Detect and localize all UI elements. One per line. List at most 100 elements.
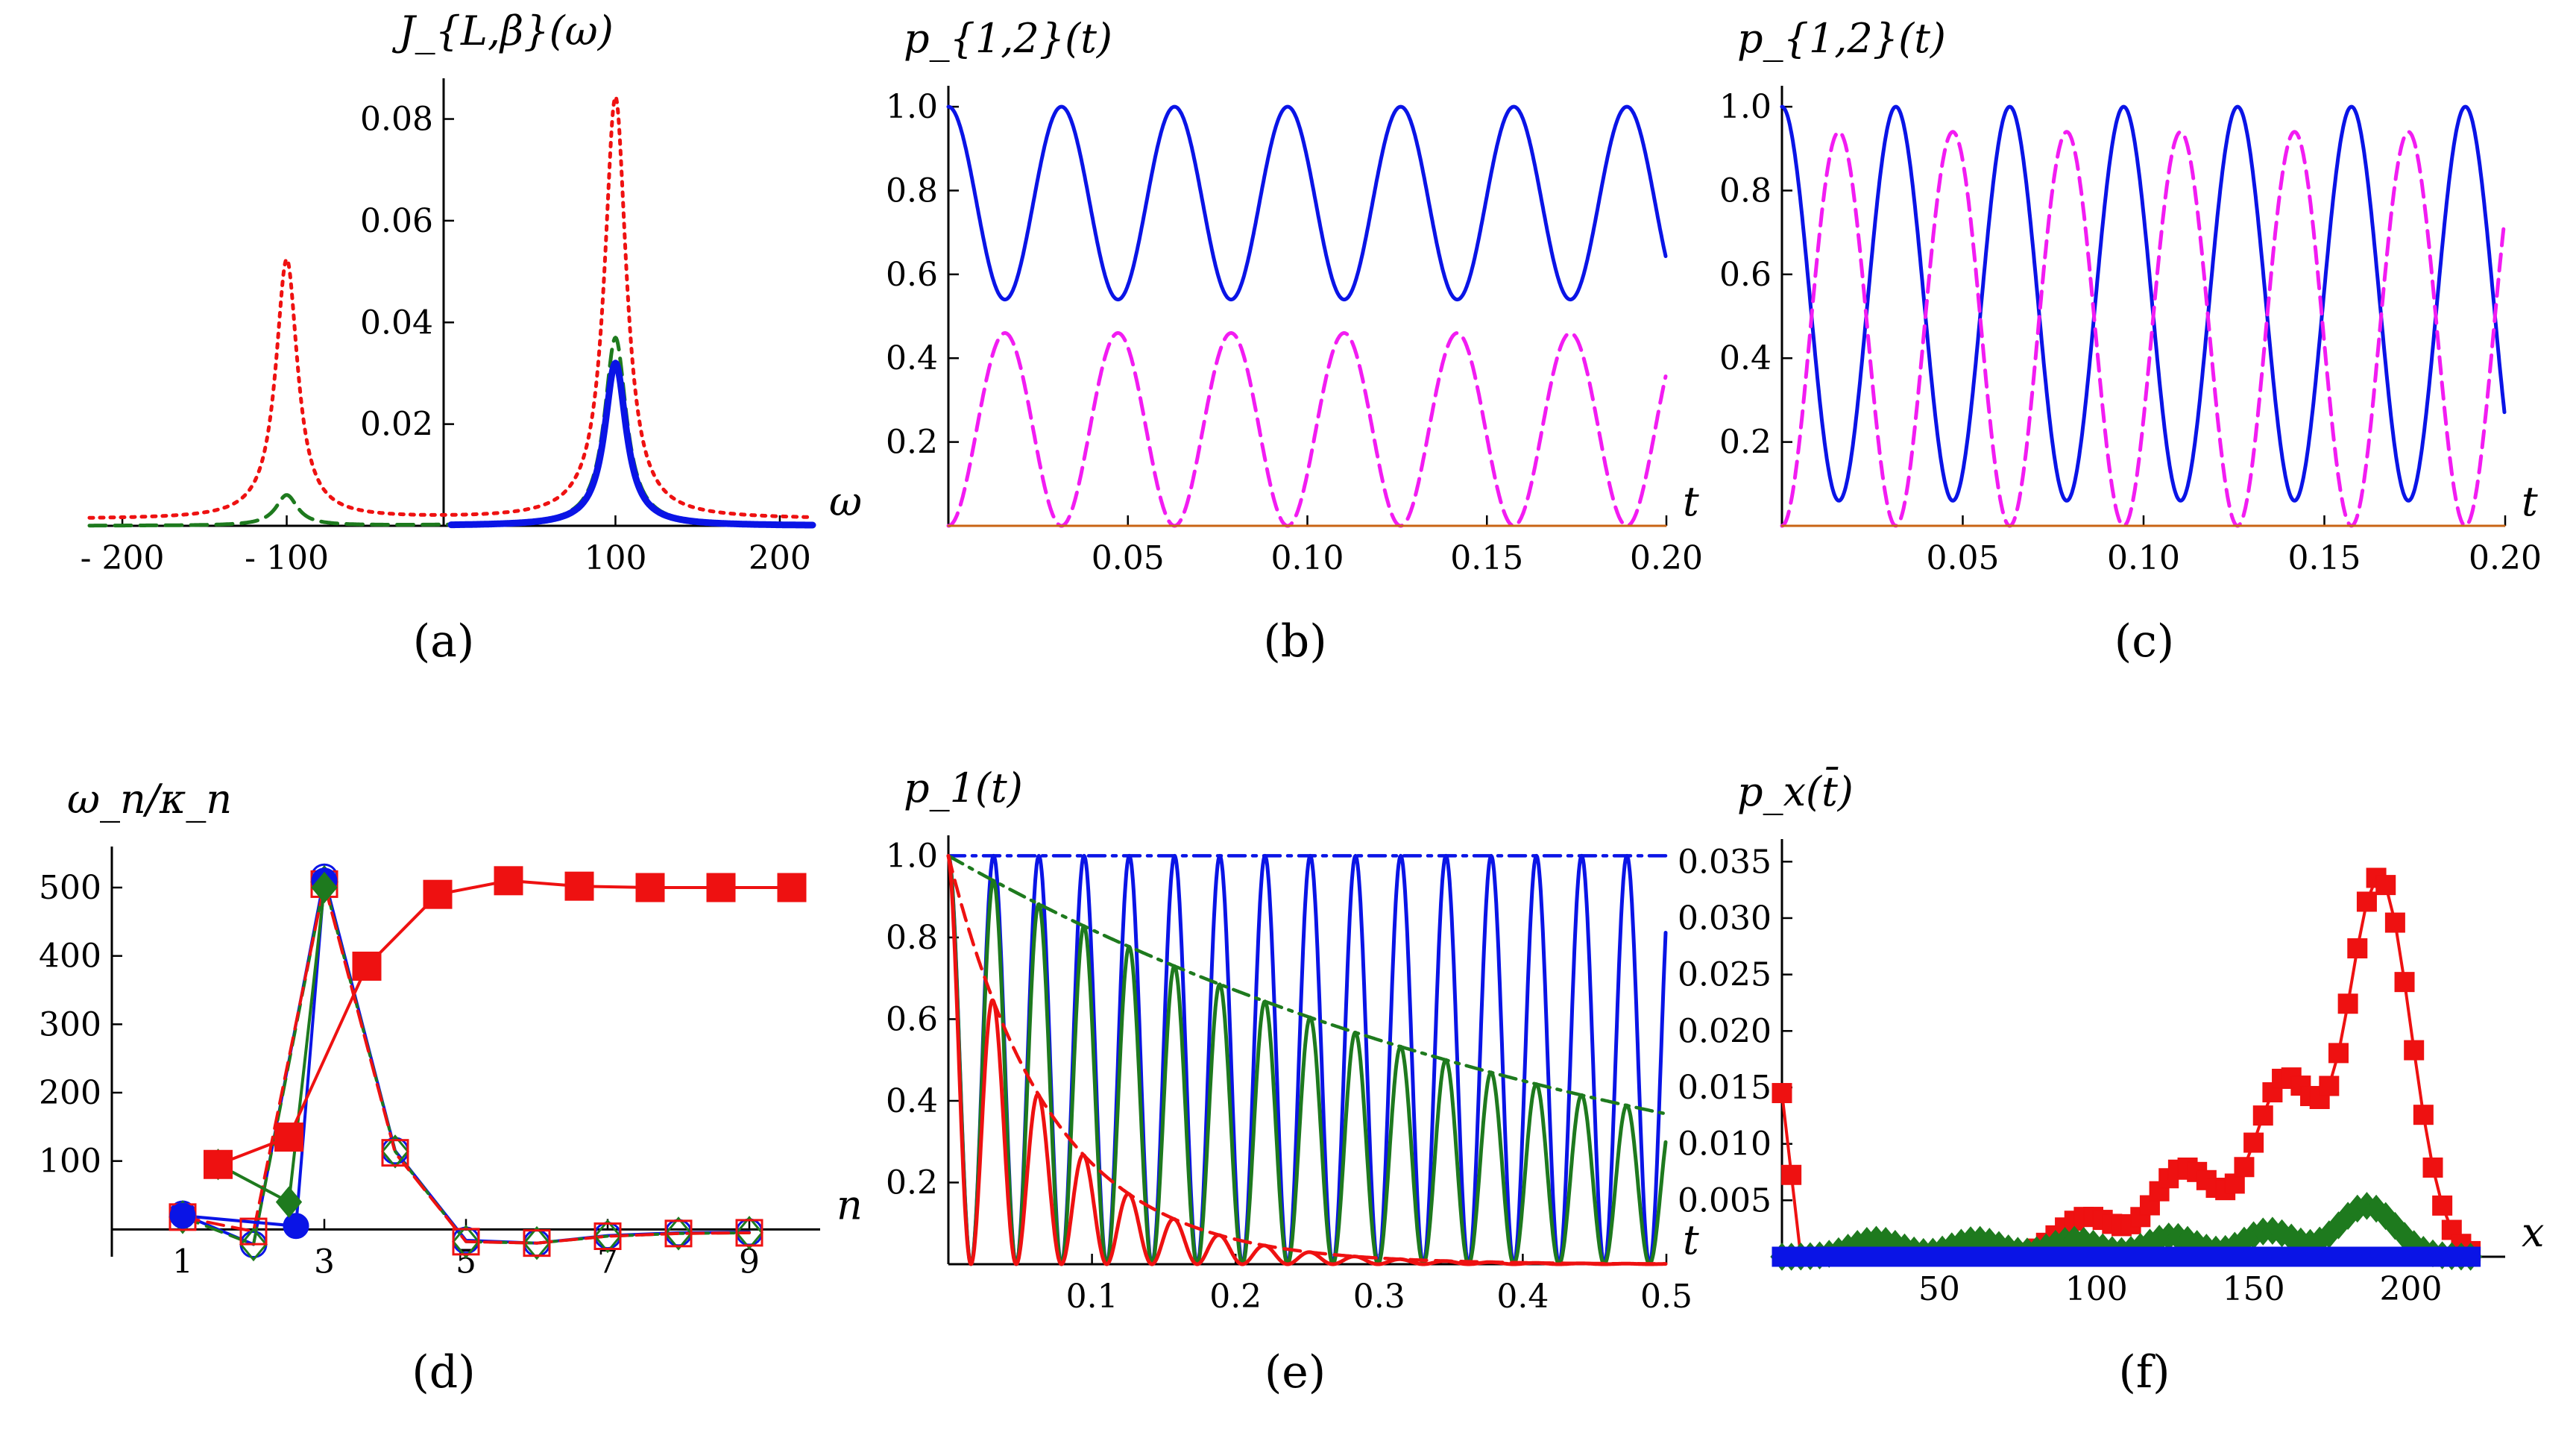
x-tick-label: 0.15 <box>2288 539 2361 577</box>
series-f-point <box>2243 1132 2264 1153</box>
y-tick-label: 0.2 <box>1719 424 1772 462</box>
series-f-point <box>2356 891 2377 912</box>
x-tick-label: 0.20 <box>1630 539 1703 577</box>
series-b-0 <box>946 104 1668 302</box>
series-d-point <box>169 1202 196 1229</box>
panel-e: 0.1 0.2 0.3 0.4 0.5 0.2 0.4 0.6 0.8 1.0 p_1(t)t (e… <box>886 764 1699 1398</box>
panel-b-tag: (b) <box>1263 615 1326 668</box>
y-tick-label: 0.015 <box>1678 1069 1772 1107</box>
series-e-2 <box>946 853 1668 1266</box>
x-tick-label: 150 <box>2223 1270 2285 1308</box>
x-tick-label: 1 <box>172 1243 193 1281</box>
series-d-point <box>275 1186 303 1218</box>
y-tick-label: 0.2 <box>886 424 938 462</box>
x-tick-label: 0.05 <box>1927 539 2000 577</box>
series-b-1 <box>946 331 1668 528</box>
y-axis-label: ω_n/κ_n <box>67 776 232 823</box>
x-axis-label: n <box>837 1181 863 1228</box>
y-tick-label: 0.6 <box>886 256 938 294</box>
series-d-point <box>664 1219 693 1248</box>
y-tick-label: 0.005 <box>1678 1181 1772 1219</box>
x-tick-label: 0.15 <box>1450 539 1523 577</box>
series-d-point <box>523 1229 551 1257</box>
panel-f-tag: (f) <box>2118 1346 2170 1398</box>
x-axis-label: t <box>1683 1216 1699 1263</box>
y-tick-label: 0.020 <box>1678 1012 1772 1050</box>
series-f-point <box>1781 1164 1802 1185</box>
series-c-1 <box>1780 130 2507 528</box>
y-tick-label: 500 <box>39 869 101 907</box>
series-d-point <box>564 871 594 901</box>
x-tick-label: 0.10 <box>2107 539 2180 577</box>
series-d-point <box>777 873 807 902</box>
series-f-point <box>2337 993 2358 1014</box>
series-e-5 <box>946 854 1668 1266</box>
y-tick-label: 300 <box>39 1005 101 1043</box>
panel-d-tag: (d) <box>412 1346 475 1398</box>
x-tick-label: 0.1 <box>1066 1278 1118 1316</box>
series-f-point <box>2252 1105 2273 1126</box>
x-tick-label: 100 <box>584 539 646 577</box>
y-tick-label: 0.08 <box>360 101 433 139</box>
series-a-0 <box>87 95 815 520</box>
series-d-point <box>664 1216 693 1251</box>
y-tick-label: 0.06 <box>360 202 433 240</box>
series-a-2 <box>447 359 816 529</box>
y-tick-label: 0.025 <box>1678 956 1772 994</box>
series-d-point <box>283 1213 309 1240</box>
y-tick-label: 0.4 <box>1719 339 1772 377</box>
y-tick-label: 400 <box>39 938 101 976</box>
series-f-point <box>2460 1246 2481 1267</box>
series-d-point <box>381 1139 409 1167</box>
panel-c-tag: (c) <box>2114 615 2174 668</box>
y-tick-label: 0.8 <box>886 919 938 957</box>
series-f-point <box>2432 1195 2453 1216</box>
x-tick-label: 100 <box>2065 1270 2128 1308</box>
x-tick-label: - 100 <box>245 539 329 577</box>
x-tick-label: 50 <box>1918 1270 1960 1308</box>
panel-a: - 200 - 100 100 200 0.02 0.04 0.06 0.08 J_{L,β}(… <box>81 7 862 668</box>
x-tick-label: 0.05 <box>1092 539 1165 577</box>
series-f-point <box>2319 1076 2340 1096</box>
series-d-point <box>735 1216 763 1250</box>
series-d-point <box>423 879 453 909</box>
series-f-point <box>2328 1043 2349 1064</box>
y-tick-label: 0.030 <box>1678 899 1772 938</box>
series-d-point <box>274 1122 303 1152</box>
y-axis-label: p_1(t) <box>904 764 1023 811</box>
plot-a: - 200 - 100 100 200 0.02 0.04 0.06 0.08 J_{L,β}(… <box>81 7 862 577</box>
series-d-point <box>381 1134 409 1169</box>
series-d-point <box>593 1222 622 1250</box>
y-tick-label: 0.2 <box>886 1164 938 1202</box>
x-tick-label: 0.4 <box>1496 1278 1549 1316</box>
y-tick-label: 0.6 <box>1719 256 1772 294</box>
y-tick-label: 0.8 <box>1719 172 1772 210</box>
x-tick-label: 0.5 <box>1640 1278 1692 1316</box>
series-d-point <box>452 1228 480 1256</box>
panel-a-tag: (a) <box>413 615 475 668</box>
y-axis-label: J_{L,β}(ω) <box>391 7 614 54</box>
x-tick-label: 200 <box>749 539 811 577</box>
y-tick-label: 0.4 <box>886 1082 938 1120</box>
series-f-point <box>2347 938 2368 958</box>
series-f-point <box>2394 972 2415 993</box>
y-tick-label: 0.04 <box>360 304 433 342</box>
y-tick-label: 0.010 <box>1678 1125 1772 1164</box>
series-f-point <box>2234 1157 2255 1178</box>
y-tick-label: 0.02 <box>360 406 433 444</box>
x-tick-label: - 200 <box>81 539 165 577</box>
series-d-point <box>706 873 736 902</box>
series-d-point <box>204 1149 233 1179</box>
x-axis-label: x <box>2522 1209 2544 1256</box>
x-axis-label: ω <box>829 478 862 525</box>
y-tick-label: 0.8 <box>886 172 938 210</box>
series-e-3 <box>946 854 1668 1116</box>
y-axis-label: p_{1,2}(t) <box>904 15 1112 62</box>
x-tick-label: 0.10 <box>1271 539 1344 577</box>
x-tick-label: 0.3 <box>1353 1278 1405 1316</box>
plot-f: 50 100 150 200 0.005 0.010 0.015 0.020 0.025 0.03… <box>1678 766 2544 1308</box>
x-tick-label: 200 <box>2379 1270 2442 1308</box>
